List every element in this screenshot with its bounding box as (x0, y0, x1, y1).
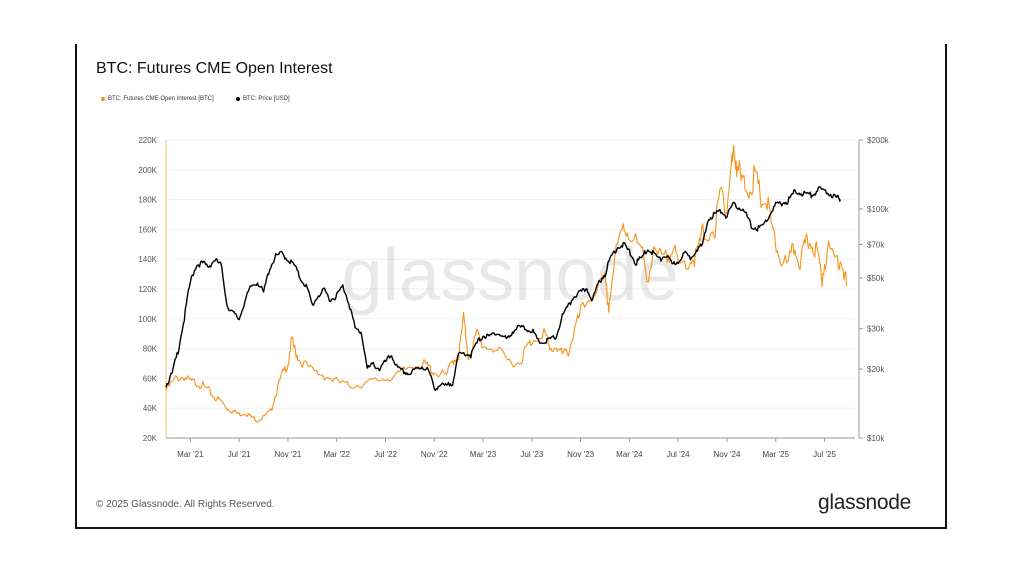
y-right-tick-label: $200k (867, 136, 890, 145)
y-left-tick-label: 160K (138, 225, 157, 234)
x-tick-label: Mar '22 (324, 450, 351, 459)
series-price-line (165, 186, 842, 391)
y-left-tick-label: 120K (138, 285, 157, 294)
y-right-tick-label: $30k (867, 325, 885, 334)
legend-item-open-interest[interactable]: BTC: Futures CME Open Interest [BTC] (101, 96, 214, 102)
grid-lines (166, 139, 855, 439)
y-right-tick-label: $10k (867, 434, 885, 443)
y-left-tick-label: 200K (138, 166, 157, 175)
x-tick-label: Jul '24 (667, 450, 690, 459)
y-right-tick-label: $20k (867, 365, 885, 374)
x-tick-label: Mar '24 (616, 450, 643, 459)
legend-label: BTC: Price [USD] (243, 96, 290, 102)
legend-label: BTC: Futures CME Open Interest [BTC] (108, 96, 214, 102)
x-tick-label: Jul '21 (228, 450, 251, 459)
legend-item-price[interactable]: BTC: Price [USD] (236, 96, 290, 102)
x-tick-label: Nov '21 (275, 450, 302, 459)
series-open-interest-line (165, 144, 848, 423)
x-tick-label: Mar '23 (470, 450, 497, 459)
chart-card (75, 44, 947, 529)
y-left-tick-label: 20K (143, 434, 158, 443)
x-tick-label: Jul '23 (520, 450, 543, 459)
x-tick-label: Mar '21 (177, 450, 204, 459)
y-left-tick-label: 100K (138, 315, 157, 324)
watermark: glassnode (341, 233, 678, 316)
y-left-tick-label: 180K (138, 196, 157, 205)
y-left-tick-label: 60K (143, 374, 158, 383)
x-tick-label: Nov '22 (421, 450, 448, 459)
chart-title: BTC: Futures CME Open Interest (96, 60, 333, 77)
series-lines (165, 144, 848, 423)
y-left-tick-label: 80K (143, 345, 158, 354)
legend-dot-black-icon (236, 97, 240, 101)
x-tick-label: Mar '25 (763, 450, 790, 459)
glassnode-logo: glassnode (818, 491, 912, 514)
x-tick-label: Jul '25 (813, 450, 836, 459)
legend-dot-orange-icon (101, 97, 105, 101)
x-tick-label: Nov '24 (714, 450, 741, 459)
copyright-footer: © 2025 Glassnode. All Rights Reserved. (96, 499, 275, 510)
x-tick-label: Nov '23 (567, 450, 594, 459)
y-left-tick-label: 40K (143, 404, 158, 413)
y-right-tick-label: $70k (867, 240, 885, 249)
x-tick-label: Jul '22 (374, 450, 397, 459)
y-right-tick-label: $100k (867, 205, 890, 214)
y-right-tick-label: $50k (867, 274, 885, 283)
y-left-tick-label: 140K (138, 255, 157, 264)
y-left-tick-label: 220K (138, 136, 157, 145)
axes: 20K 40K 60K 80K 100K 120K 140K 160K 180K 200K 220K… (138, 136, 889, 459)
